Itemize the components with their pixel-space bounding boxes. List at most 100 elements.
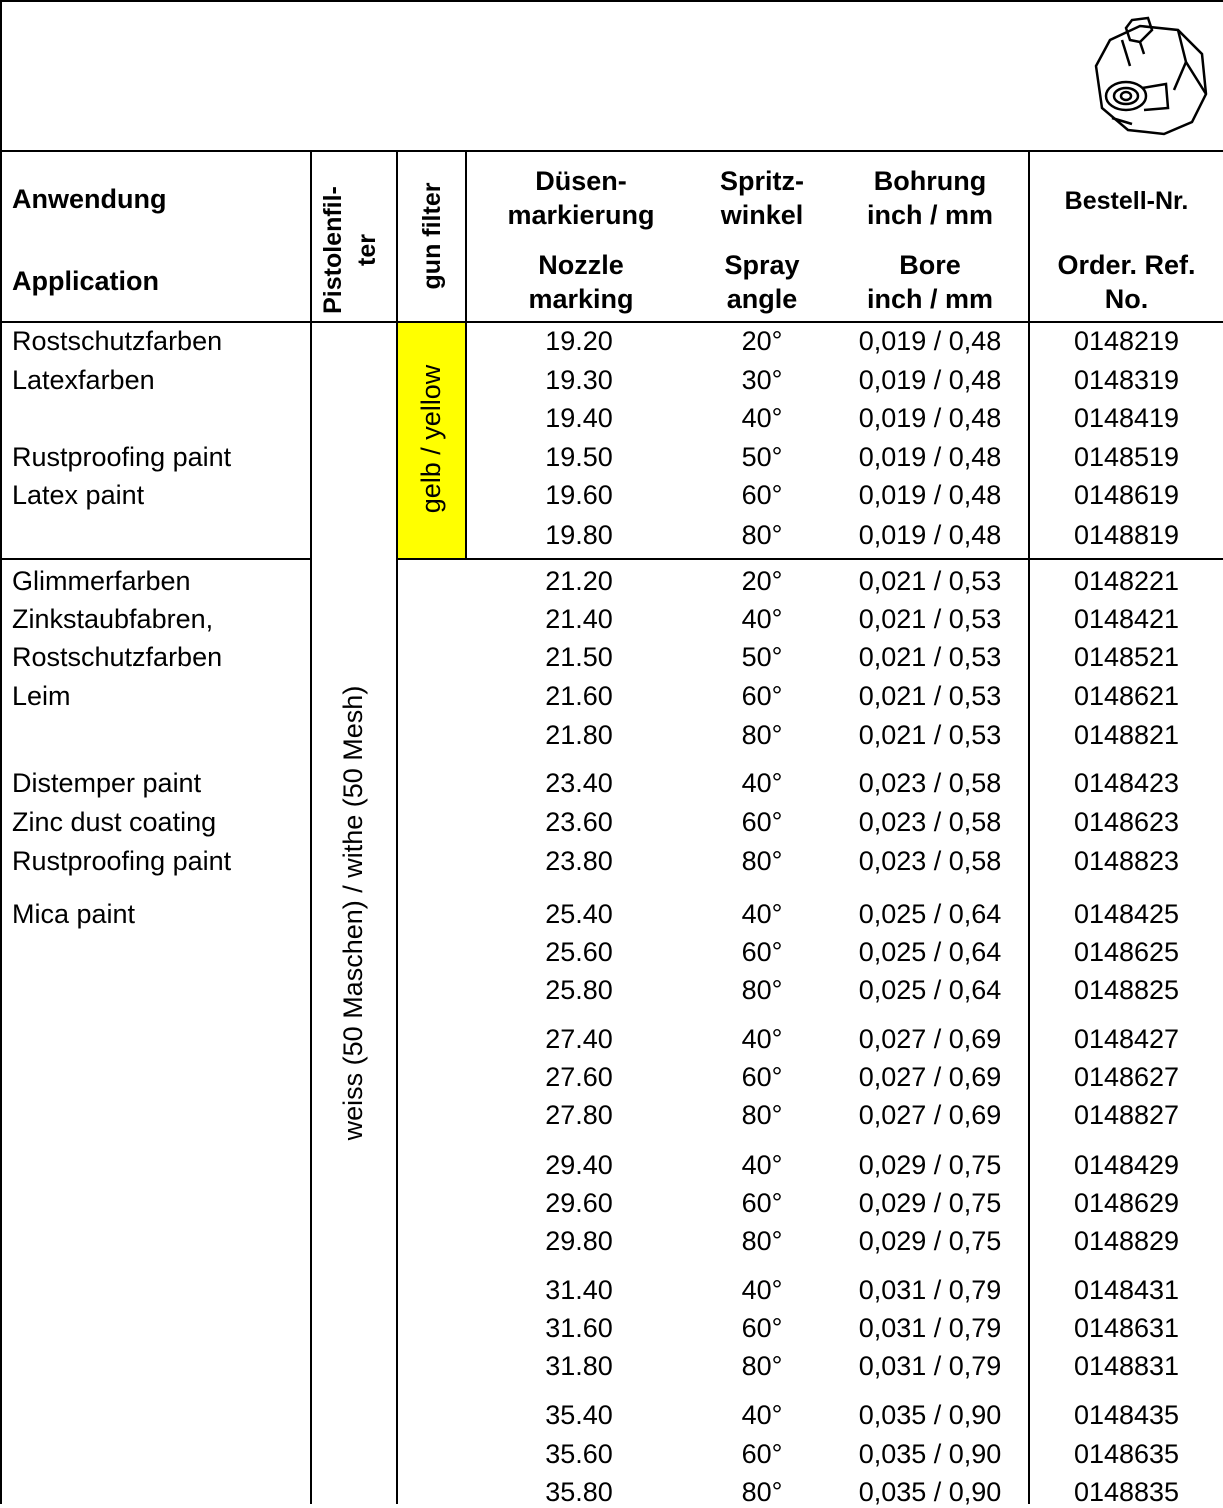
nozzle-cell: 21.50 [545,642,613,672]
order-cell: 0148221 [1073,566,1180,596]
header-angle-en-line1: Spray [724,250,800,280]
nozzle-cell: 23.40 [545,768,613,798]
application-item: Zinc dust coating [12,807,217,837]
angle-cell: 60° [741,1062,783,1092]
order-cell: 0148635 [1073,1439,1180,1469]
order-cell: 0148821 [1073,720,1180,750]
bore-cell: 0,035 / 0,90 [858,1439,1002,1469]
nozzle-cell: 23.60 [545,807,613,837]
angle-cell: 60° [741,480,783,510]
application-item: Leim [12,681,71,711]
bore-cell: 0,021 / 0,53 [858,642,1002,672]
bore-cell: 0,019 / 0,48 [858,403,1002,433]
bore-cell: 0,029 / 0,75 [858,1226,1002,1256]
bore-cell: 0,027 / 0,69 [858,1100,1002,1130]
yellow-filter-cell [397,322,466,558]
bore-cell: 0,023 / 0,58 [858,846,1002,876]
nozzle-cell: 27.60 [545,1062,613,1092]
angle-cell: 80° [741,520,783,550]
angle-cell: 40° [741,1150,783,1180]
angle-cell: 80° [741,1477,783,1507]
header-top-rule [0,150,1223,152]
order-cell: 0148427 [1073,1024,1180,1054]
header-gun-filter-de: Pistolenfil- ter [316,164,390,336]
nozzle-cell: 19.30 [545,365,613,395]
nozzle-cell: 21.80 [545,720,613,750]
header-bottom-rule [0,321,1223,323]
angle-cell: 40° [741,1400,783,1430]
nozzle-cell: 35.80 [545,1477,613,1507]
header-angle-en: Spray angle [692,248,832,316]
header-order-en-line1: Order. Ref. [1057,250,1196,280]
angle-cell: 40° [741,768,783,798]
order-cell: 0148429 [1073,1150,1180,1180]
nozzle-tip-icon [1082,10,1214,142]
order-cell: 0148619 [1073,480,1180,510]
bore-cell: 0,027 / 0,69 [858,1024,1002,1054]
header-nozzle-en-line1: Nozzle [538,250,624,280]
col-line-gunfilter [396,150,398,1504]
bore-cell: 0,031 / 0,79 [858,1351,1002,1381]
order-cell: 0148435 [1073,1400,1180,1430]
bore-cell: 0,035 / 0,90 [858,1477,1002,1507]
order-cell: 0148519 [1073,442,1180,472]
bore-cell: 0,035 / 0,90 [858,1400,1002,1430]
header-angle-de-line2: winkel [720,200,804,230]
angle-cell: 40° [741,899,783,929]
nozzle-cell: 29.80 [545,1226,613,1256]
nozzle-cell: 21.60 [545,681,613,711]
header-order-de: Bestell-Nr. [1064,187,1189,215]
order-cell: 0148827 [1073,1100,1180,1130]
frame-left-border [0,0,2,1504]
bore-cell: 0,021 / 0,53 [858,604,1002,634]
header-application-en: Application [12,266,159,296]
application-item: Zinkstaubfabren, [12,604,214,634]
bore-cell: 0,019 / 0,48 [858,326,1002,356]
header-order-en-line2: No. [1104,284,1149,314]
nozzle-cell: 25.80 [545,975,613,1005]
order-cell: 0148521 [1073,642,1180,672]
angle-cell: 80° [741,1226,783,1256]
application-item: Mica paint [12,899,136,929]
header-bore-de-line1: Bohrung [873,166,987,196]
nozzle-cell: 19.50 [545,442,613,472]
nozzle-cell: 19.80 [545,520,613,550]
bore-cell: 0,029 / 0,75 [858,1150,1002,1180]
bore-cell: 0,021 / 0,53 [858,720,1002,750]
header-angle-en-line2: angle [726,284,798,314]
angle-cell: 80° [741,720,783,750]
order-cell: 0148421 [1073,604,1180,634]
order-cell: 0148431 [1073,1275,1180,1305]
angle-cell: 40° [741,1024,783,1054]
angle-cell: 60° [741,807,783,837]
bore-cell: 0,031 / 0,79 [858,1275,1002,1305]
bore-cell: 0,023 / 0,58 [858,807,1002,837]
order-cell: 0148819 [1073,520,1180,550]
header-nozzle-en-line2: marking [528,284,634,314]
bore-cell: 0,021 / 0,53 [858,566,1002,596]
nozzle-cell: 35.40 [545,1400,613,1430]
bore-cell: 0,019 / 0,48 [858,520,1002,550]
angle-cell: 40° [741,604,783,634]
angle-cell: 30° [741,365,783,395]
nozzle-cell: 29.40 [545,1150,613,1180]
application-item: Latexfarben [12,365,155,395]
order-cell: 0148625 [1073,937,1180,967]
order-cell: 0148825 [1073,975,1180,1005]
nozzle-cell: 29.60 [545,1188,613,1218]
order-cell: 0148629 [1073,1188,1180,1218]
nozzle-cell: 35.60 [545,1439,613,1469]
header-angle-de: Spritz- winkel [692,164,832,232]
angle-cell: 60° [741,681,783,711]
application-item: Rustproofing paint [12,846,232,876]
order-cell: 0148423 [1073,768,1180,798]
bore-cell: 0,025 / 0,64 [858,975,1002,1005]
header-bore-de-line2: inch / mm [866,200,994,230]
header-gun-filter-en: gun filter [418,182,446,290]
nozzle-cell: 31.60 [545,1313,613,1343]
nozzle-cell: 19.20 [545,326,613,356]
order-cell: 0148623 [1073,807,1180,837]
header-nozzle-de: Düsen- markierung [470,164,692,232]
nozzle-cell: 25.40 [545,899,613,929]
nozzle-cell: 31.80 [545,1351,613,1381]
